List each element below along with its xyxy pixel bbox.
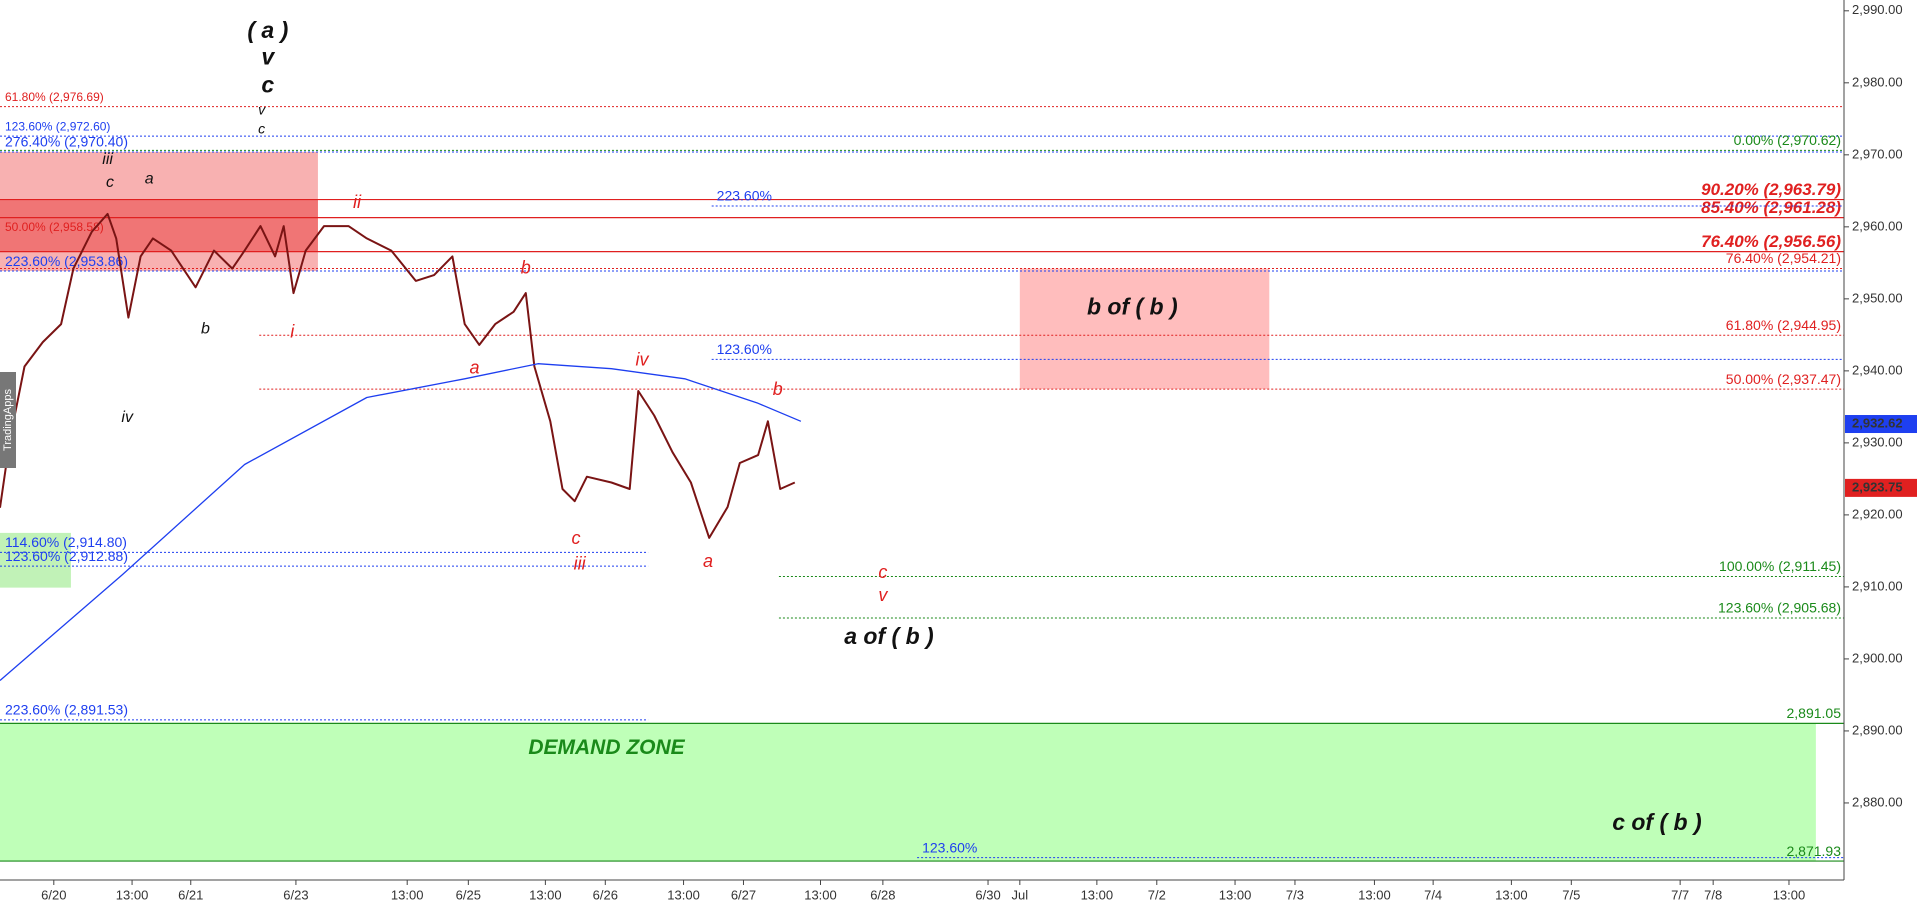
wave-label: iv (121, 409, 134, 426)
wave-label: a (469, 357, 479, 377)
x-tick-label: 7/8 (1704, 887, 1722, 902)
level-label: 276.40% (2,970.40) (5, 134, 128, 150)
level-label: 123.60% (2,905.68) (1718, 600, 1841, 616)
level-label: 2,871.93 (1787, 843, 1842, 859)
level-label: 50.00% (2,937.47) (1726, 371, 1841, 387)
price-tag (1845, 478, 1917, 497)
y-tick-label: 2,900.00 (1852, 650, 1903, 665)
wave-label: c (258, 120, 265, 136)
wave-label: b (521, 257, 531, 277)
wave-label: c (261, 71, 274, 97)
x-tick-label: 13:00 (529, 887, 562, 902)
wave-label: a of ( b ) (844, 623, 933, 649)
x-tick-label: 13:00 (1358, 887, 1391, 902)
wave-label: c (106, 174, 114, 191)
wave-label: v (878, 585, 888, 605)
wave-label: iii (574, 553, 587, 573)
x-tick-label: 6/28 (870, 887, 895, 902)
y-tick-label: 2,910.00 (1852, 578, 1903, 593)
wave-label: i (290, 321, 295, 341)
x-tick-label: 13:00 (804, 887, 837, 902)
y-tick-label: 2,920.00 (1852, 506, 1903, 521)
y-tick-label: 2,990.00 (1852, 2, 1903, 17)
price-line (0, 212, 796, 539)
level-label: 123.60% (717, 341, 772, 357)
level-label: 223.60% (717, 188, 772, 204)
x-tick-label: 13:00 (1081, 887, 1114, 902)
wave-label: b of ( b ) (1087, 293, 1178, 319)
wave-label: a (703, 551, 713, 571)
level-label: 100.00% (2,911.45) (1719, 558, 1841, 574)
level-label: 90.20% (2,963.79) (1701, 180, 1841, 199)
level-label: 223.60% (2,891.53) (5, 702, 128, 718)
x-tick-label: 6/26 (593, 887, 618, 902)
level-label: 223.60% (2,953.86) (5, 253, 128, 269)
x-tick-label: Jul (1012, 887, 1029, 902)
y-tick-label: 2,880.00 (1852, 794, 1903, 809)
wave-label: c (571, 528, 580, 548)
x-tick-label: 6/21 (178, 887, 203, 902)
x-tick-label: 13:00 (116, 887, 149, 902)
x-tick-label: 13:00 (1495, 887, 1528, 902)
zone (0, 723, 1816, 862)
wave-label: iii (102, 151, 113, 168)
level-label: 76.40% (2,956.56) (1701, 232, 1841, 251)
x-tick-label: 7/4 (1424, 887, 1442, 902)
level-label: 123.60% (922, 839, 977, 855)
price-tag-label: 2,932.62 (1852, 415, 1903, 430)
level-label: 76.40% (2,954.21) (1726, 250, 1841, 266)
x-tick-label: 6/20 (41, 887, 66, 902)
wave-label: b (201, 320, 210, 337)
watermark: TradingApps (2, 389, 14, 451)
y-tick-label: 2,960.00 (1852, 218, 1903, 233)
x-tick-label: 6/25 (456, 887, 481, 902)
y-tick-label: 2,970.00 (1852, 146, 1903, 161)
y-tick-label: 2,980.00 (1852, 74, 1903, 89)
y-tick-label: 2,930.00 (1852, 434, 1903, 449)
level-label: 61.80% (2,944.95) (1726, 317, 1841, 333)
level-label: 2,891.05 (1787, 705, 1842, 721)
wave-label: ( a ) (247, 17, 288, 43)
x-tick-label: 6/30 (975, 887, 1000, 902)
wave-label: v (261, 43, 275, 69)
x-tick-label: 13:00 (1219, 887, 1252, 902)
x-tick-label: 7/7 (1671, 887, 1689, 902)
price-tag-label: 2,923.75 (1852, 479, 1903, 494)
x-tick-label: 13:00 (667, 887, 700, 902)
level-label: 0.00% (2,970.62) (1734, 132, 1841, 148)
wave-label: iv (635, 350, 649, 370)
x-tick-label: 13:00 (391, 887, 424, 902)
wave-label: a (145, 171, 154, 188)
zone (1019, 268, 1270, 390)
wave-label: b (773, 379, 783, 399)
x-tick-label: 6/27 (731, 887, 756, 902)
y-tick-label: 2,950.00 (1852, 290, 1903, 305)
price-tag (1845, 415, 1917, 434)
x-tick-label: 6/23 (283, 887, 308, 902)
x-tick-label: 7/3 (1286, 887, 1304, 902)
level-label: 61.80% (2,976.69) (5, 90, 104, 104)
wave-label: c (878, 562, 887, 582)
level-label: 50.00% (2,958.58) (5, 220, 104, 234)
zone (0, 532, 71, 588)
x-tick-label: 7/2 (1148, 887, 1166, 902)
moving-average (0, 363, 802, 681)
level-label: 123.60% (2,912.88) (5, 548, 128, 564)
y-tick-label: 2,940.00 (1852, 362, 1903, 377)
wave-label: c of ( b ) (1612, 809, 1701, 835)
level-label: 85.40% (2,961.28) (1701, 198, 1841, 217)
watermark-bg (0, 372, 16, 468)
wave-label: DEMAND ZONE (528, 736, 685, 759)
x-tick-label: 13:00 (1773, 887, 1806, 902)
y-tick-label: 2,890.00 (1852, 722, 1903, 737)
level-label: 123.60% (2,972.60) (5, 119, 110, 133)
axis-panel (1844, 0, 1917, 905)
wave-label: ii (353, 192, 362, 212)
level-label: 114.60% (2,914.80) (5, 534, 127, 550)
x-tick-label: 7/5 (1562, 887, 1580, 902)
wave-label: v (258, 102, 266, 118)
